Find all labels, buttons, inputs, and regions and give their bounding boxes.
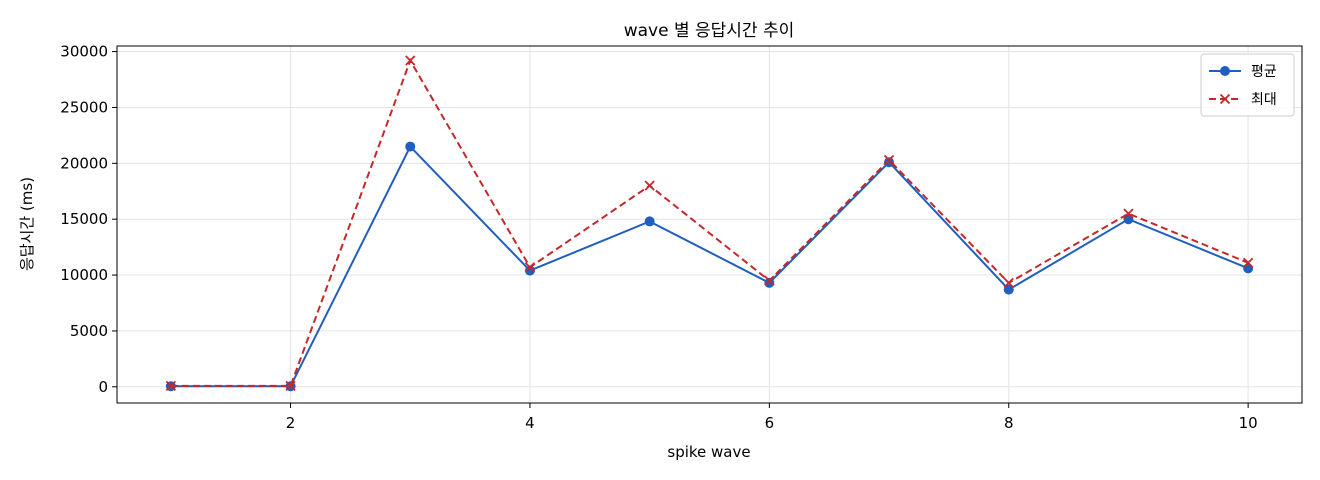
x-axis: 2 4 6 8 10 — [286, 403, 1258, 432]
x-tick-label: 6 — [765, 414, 775, 432]
data-point — [1003, 277, 1014, 289]
plot-frame — [116, 45, 1303, 404]
y-tick-label: 0 — [98, 378, 108, 396]
y-axis-label: 응답시간 (ms) — [18, 177, 36, 271]
y-tick-label: 15000 — [60, 210, 108, 228]
data-point — [165, 380, 177, 392]
data-point — [405, 55, 416, 66]
series-line — [170, 58, 1249, 387]
y-tick-label: 5000 — [70, 322, 108, 340]
data-point — [1003, 284, 1014, 295]
data-point — [524, 262, 536, 273]
x-tick-label: 8 — [1004, 414, 1014, 432]
x-axis-label: spike wave — [667, 443, 750, 461]
y-tick-label: 25000 — [60, 98, 108, 116]
data-point — [764, 275, 775, 286]
data-point — [1219, 93, 1231, 105]
x-tick-label: 10 — [1239, 414, 1258, 432]
data-point — [884, 157, 895, 168]
legend-label: 평균 — [1251, 64, 1277, 80]
legend-item: 평균 — [1209, 64, 1277, 80]
data-point — [524, 265, 535, 276]
y-tick-label: 10000 — [60, 266, 108, 284]
x-tick-label: 4 — [525, 414, 535, 432]
data-point — [644, 216, 655, 227]
data-point — [1220, 66, 1230, 76]
legend-box — [1200, 53, 1295, 117]
y-tick-label: 20000 — [60, 154, 108, 172]
series-layer — [165, 55, 1254, 392]
series-line — [170, 144, 1249, 388]
grid — [117, 46, 1302, 403]
data-point — [883, 154, 895, 166]
data-point — [1243, 257, 1254, 268]
x-tick-label: 2 — [286, 414, 296, 432]
data-point — [644, 180, 655, 191]
legend-label: 최대 — [1251, 92, 1277, 108]
y-tick-label: 30000 — [60, 43, 108, 61]
data-point — [285, 380, 296, 392]
series-2 — [165, 55, 1254, 392]
data-point — [764, 277, 775, 288]
data-point — [1243, 263, 1254, 274]
data-point — [1123, 208, 1134, 219]
data-point — [405, 141, 416, 152]
y-axis: 0 5000 10000 15000 20000 25000 30000 — [60, 43, 117, 396]
legend-item: 최대 — [1209, 92, 1277, 108]
series-1 — [165, 141, 1254, 392]
chart-title: wave 별 응답시간 추이 — [624, 21, 795, 41]
